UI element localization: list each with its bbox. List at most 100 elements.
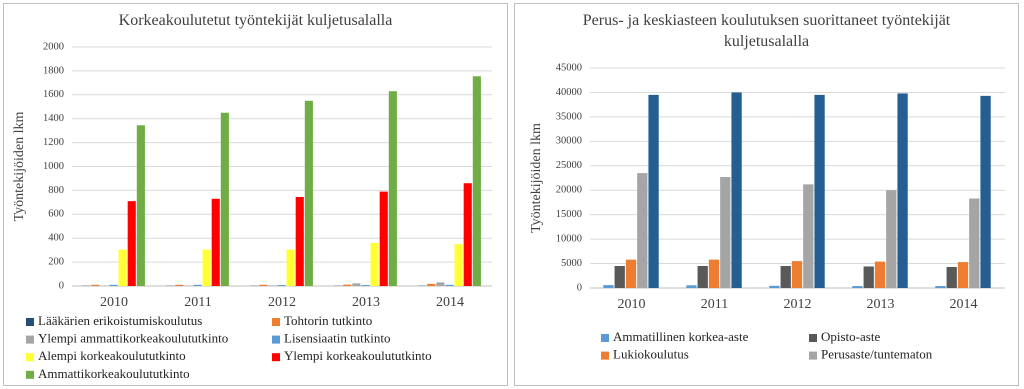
- bar: [897, 93, 908, 288]
- bar: [109, 284, 118, 286]
- bar: [427, 283, 436, 286]
- x-tick-label: 2011: [184, 295, 211, 310]
- y-tick-label: 1000: [43, 161, 64, 172]
- legend-label: Tohtorin tutkinto: [284, 313, 372, 328]
- bar: [193, 284, 202, 286]
- legend-swatch: [26, 335, 34, 344]
- legend-label: Ammatillinen korkea-aste: [613, 329, 749, 344]
- legend-label: Ammattikorkeakoulututkinto: [38, 366, 190, 381]
- bar: [463, 183, 472, 286]
- bar: [118, 249, 127, 286]
- legend-swatch: [272, 335, 280, 344]
- chart-title: Korkeakoulutetut työntekijät kuljetusala…: [118, 12, 393, 29]
- bar: [268, 285, 277, 286]
- bar: [286, 249, 295, 286]
- y-tick-label: 25000: [556, 160, 582, 171]
- y-tick-label: 15000: [556, 209, 582, 220]
- x-tick-label: 2012: [268, 295, 296, 310]
- y-tick-label: 200: [48, 257, 64, 268]
- bar: [637, 173, 648, 288]
- bar: [852, 286, 863, 288]
- y-tick-label: 600: [48, 209, 64, 220]
- bar: [625, 259, 637, 288]
- bar: [211, 198, 220, 286]
- bar: [648, 94, 659, 288]
- y-tick-label: 45000: [556, 62, 582, 73]
- legend-label: Lukiokoulutus: [613, 347, 689, 362]
- legend-label: Perusaste/tuntematon: [821, 347, 933, 362]
- legend-label: Lisensiaatin tutkinto: [284, 331, 391, 346]
- chart-panel: Perus- ja keskiasteen koulutuksen suorit…: [514, 3, 1019, 386]
- bar: [361, 285, 370, 286]
- legend-label: Lääkärien erikoistumiskoulutus: [38, 313, 202, 328]
- bar: [91, 284, 100, 286]
- bar: [863, 266, 874, 288]
- y-tick-label: 1800: [43, 65, 64, 76]
- bar: [352, 283, 361, 286]
- legend-label: Alempi korkeakoulututkinto: [38, 348, 186, 363]
- x-tick-label: 2010: [100, 295, 128, 310]
- chart: 0 5000 10000 15000 20000 25000 30000 35000 40000…: [529, 62, 1005, 362]
- bar: [436, 282, 445, 286]
- bar: [614, 266, 625, 288]
- legend-swatch: [601, 334, 609, 342]
- chart-title: Perus- ja keskiasteen koulutuksen suorit…: [582, 12, 951, 50]
- y-axis-label: Työntekijöiden lkm: [12, 111, 27, 221]
- bar: [472, 76, 481, 286]
- bar: [686, 285, 697, 288]
- bar: [343, 284, 352, 286]
- bar: [814, 94, 825, 288]
- y-tick-label: 1200: [43, 137, 64, 148]
- legend-swatch: [26, 353, 34, 362]
- bar: [454, 244, 463, 286]
- chart: 0 200 400 600 800 1000 1200 1400 1600 1800 2000 Työ…: [12, 41, 492, 381]
- bar: [874, 261, 886, 288]
- legend-swatch: [601, 351, 609, 360]
- bar: [708, 259, 720, 288]
- bar: [379, 191, 388, 286]
- y-axis-label: Työntekijöiden lkm: [529, 123, 544, 233]
- legend-swatch: [272, 318, 280, 326]
- bar: [136, 125, 145, 287]
- bar: [370, 242, 379, 286]
- bar: [175, 284, 184, 286]
- chart-panel: Korkeakoulutetut työntekijät kuljetusala…: [3, 3, 508, 386]
- legend-swatch: [26, 370, 34, 379]
- x-tick-label: 2014: [436, 295, 464, 310]
- legend-label: Ylempi ammattikorkeakoulututkinto: [38, 331, 228, 346]
- bar: [769, 285, 780, 288]
- bar: [127, 201, 136, 286]
- bar: [295, 196, 304, 286]
- bar: [697, 266, 708, 288]
- y-tick-label: 1600: [43, 89, 64, 100]
- bar: [803, 184, 814, 288]
- bar: [304, 100, 313, 287]
- bar: [731, 92, 742, 288]
- y-tick-label: 30000: [556, 136, 582, 147]
- y-tick-label: 400: [48, 233, 64, 244]
- legend-swatch: [809, 351, 817, 360]
- bar: [946, 266, 957, 288]
- bar: [957, 262, 969, 288]
- x-tick-label: 2013: [867, 297, 895, 312]
- legend-swatch: [272, 353, 280, 362]
- y-tick-label: 10000: [556, 234, 582, 245]
- y-tick-label: 20000: [556, 185, 582, 196]
- y-tick-label: 35000: [556, 111, 582, 122]
- bar: [935, 286, 946, 288]
- bar: [780, 266, 791, 288]
- bar: [259, 284, 268, 286]
- x-tick-label: 2014: [950, 297, 978, 312]
- legend-label: Opisto-aste: [821, 329, 880, 344]
- bar: [886, 190, 897, 288]
- bar: [720, 177, 731, 288]
- bar: [603, 285, 614, 288]
- y-tick-label: 1400: [43, 113, 64, 124]
- legend-label: Ylempi korkeakoulututkinto: [284, 348, 432, 363]
- y-tick-label: 0: [577, 282, 582, 293]
- x-tick-label: 2011: [701, 297, 728, 312]
- y-tick-label: 2000: [43, 41, 64, 52]
- bar: [202, 249, 211, 286]
- legend-swatch: [26, 318, 34, 326]
